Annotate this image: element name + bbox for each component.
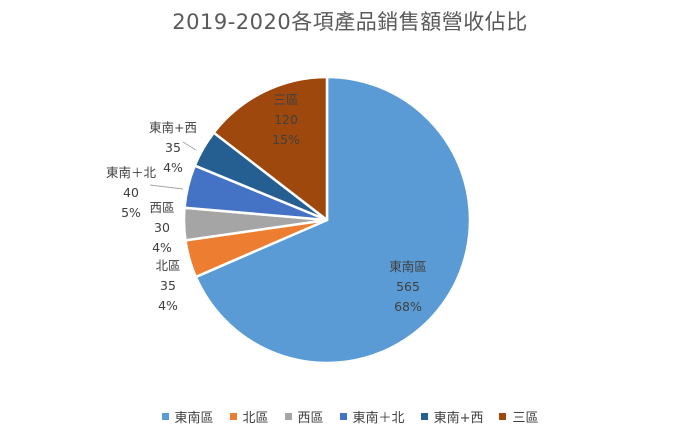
legend-item-dongnan-bei: 東南＋北 bbox=[339, 407, 405, 426]
legend-swatch-bei bbox=[229, 413, 237, 420]
legend-swatch-dongnan-xi bbox=[420, 413, 428, 420]
legend-item-dongnan: 東南區 bbox=[161, 407, 214, 426]
data-label-name-dongnan: 東南區 bbox=[389, 259, 427, 274]
data-label-name-dongnan-bei: 東南＋北 bbox=[106, 165, 157, 180]
data-label-value-sanqu: 120 bbox=[274, 112, 298, 127]
data-label-value-xi: 30 bbox=[154, 220, 170, 235]
legend-swatch-dongnan-bei bbox=[339, 413, 347, 420]
data-label-name-xi: 西區 bbox=[149, 200, 174, 215]
data-label-percent-dongnan-bei: 5% bbox=[121, 205, 141, 220]
data-label-percent-sanqu: 15% bbox=[272, 132, 300, 147]
pie-slice-dongnan bbox=[194, 75, 472, 365]
data-label-percent-dongnan: 68% bbox=[394, 299, 422, 314]
legend-label-dongnan-bei: 東南＋北 bbox=[352, 411, 405, 426]
legend-label-xi: 西區 bbox=[297, 411, 324, 426]
legend-item-xi: 西區 bbox=[284, 407, 324, 426]
data-label-value-dongnan-bei: 40 bbox=[123, 185, 139, 200]
data-label-name-dongnan-xi: 東南+西 bbox=[149, 120, 197, 135]
leader-line-dongnan-bei bbox=[149, 184, 184, 190]
legend-label-bei: 北區 bbox=[242, 411, 269, 426]
data-label-name-bei: 北區 bbox=[155, 258, 180, 273]
data-label-percent-dongnan-xi: 4% bbox=[163, 160, 183, 175]
legend-item-dongnan-xi: 東南+西 bbox=[420, 407, 484, 426]
pie-slice-sanqu bbox=[212, 75, 329, 222]
legend-label-dongnan: 東南區 bbox=[174, 411, 214, 426]
data-label-value-bei: 35 bbox=[160, 278, 176, 293]
legend-item-bei: 北區 bbox=[229, 407, 269, 426]
legend-label-sanqu: 三區 bbox=[512, 411, 539, 426]
legend-swatch-xi bbox=[284, 413, 292, 420]
data-label-percent-bei: 4% bbox=[158, 298, 178, 313]
data-label-value-dongnan: 565 bbox=[396, 279, 420, 294]
legend: 東南區 北區 西區 東南＋北 東南+西 三區 bbox=[0, 407, 700, 426]
legend-swatch-dongnan bbox=[161, 413, 169, 420]
legend-item-sanqu: 三區 bbox=[499, 407, 538, 426]
legend-label-dongnan-xi: 東南+西 bbox=[433, 411, 484, 426]
leader-line-dongnan-xi bbox=[182, 141, 197, 151]
data-label-value-dongnan-xi: 35 bbox=[165, 140, 181, 155]
data-label-percent-xi: 4% bbox=[152, 240, 172, 255]
data-label-name-sanqu: 三區 bbox=[273, 92, 298, 107]
legend-swatch-sanqu bbox=[499, 413, 507, 420]
chart-title: 2019-2020各項產品銷售額營收佔比 bbox=[172, 10, 528, 34]
